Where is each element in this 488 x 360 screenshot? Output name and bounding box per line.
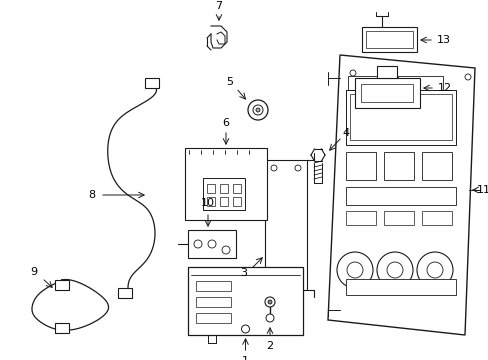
- Text: 12: 12: [437, 83, 451, 93]
- Bar: [349, 94, 451, 140]
- Circle shape: [256, 108, 260, 112]
- Bar: [346, 152, 375, 180]
- Bar: [55, 280, 69, 290]
- Bar: [421, 211, 451, 225]
- Circle shape: [349, 70, 355, 76]
- Bar: [361, 27, 416, 52]
- Bar: [203, 178, 244, 210]
- Text: 11: 11: [476, 185, 488, 195]
- Bar: [365, 31, 412, 48]
- Circle shape: [247, 100, 267, 120]
- Bar: [206, 197, 215, 206]
- Circle shape: [426, 262, 442, 278]
- Text: 2: 2: [266, 341, 273, 351]
- Circle shape: [294, 165, 301, 171]
- Bar: [346, 279, 455, 295]
- Text: 4: 4: [342, 128, 349, 138]
- Bar: [421, 152, 451, 180]
- Bar: [145, 78, 159, 88]
- Text: 6: 6: [222, 118, 229, 128]
- Bar: [383, 211, 413, 225]
- Circle shape: [386, 262, 402, 278]
- Bar: [232, 184, 241, 193]
- Bar: [206, 184, 215, 193]
- Bar: [55, 323, 69, 333]
- Bar: [397, 76, 442, 90]
- Circle shape: [264, 297, 274, 307]
- Bar: [346, 187, 455, 205]
- Bar: [360, 84, 412, 102]
- Circle shape: [252, 105, 263, 115]
- Bar: [376, 66, 396, 78]
- Text: 3: 3: [240, 268, 247, 278]
- Bar: [196, 281, 230, 291]
- Circle shape: [265, 314, 273, 322]
- Circle shape: [464, 74, 470, 80]
- Circle shape: [267, 300, 271, 304]
- Circle shape: [416, 252, 452, 288]
- Circle shape: [207, 240, 216, 248]
- Circle shape: [346, 262, 362, 278]
- Bar: [220, 197, 227, 206]
- Circle shape: [270, 279, 276, 285]
- Text: 13: 13: [436, 35, 450, 45]
- Circle shape: [376, 252, 412, 288]
- Bar: [220, 184, 227, 193]
- Bar: [354, 78, 419, 108]
- Bar: [118, 288, 132, 298]
- Circle shape: [194, 240, 202, 248]
- Text: 10: 10: [201, 198, 215, 208]
- Text: 1: 1: [242, 356, 248, 360]
- Bar: [346, 90, 455, 145]
- Text: 7: 7: [215, 1, 222, 11]
- Bar: [346, 211, 375, 225]
- Bar: [187, 230, 236, 258]
- Bar: [187, 267, 303, 335]
- Circle shape: [241, 325, 249, 333]
- Bar: [184, 148, 266, 220]
- Bar: [264, 160, 306, 290]
- Bar: [196, 313, 230, 323]
- Polygon shape: [327, 55, 474, 335]
- Bar: [196, 297, 230, 307]
- Text: 8: 8: [88, 190, 95, 200]
- Circle shape: [294, 279, 301, 285]
- Text: 9: 9: [30, 267, 38, 277]
- Bar: [383, 152, 413, 180]
- Circle shape: [222, 246, 229, 254]
- Circle shape: [270, 165, 276, 171]
- Circle shape: [336, 252, 372, 288]
- Bar: [232, 197, 241, 206]
- Text: 5: 5: [226, 77, 233, 87]
- Bar: [347, 76, 392, 90]
